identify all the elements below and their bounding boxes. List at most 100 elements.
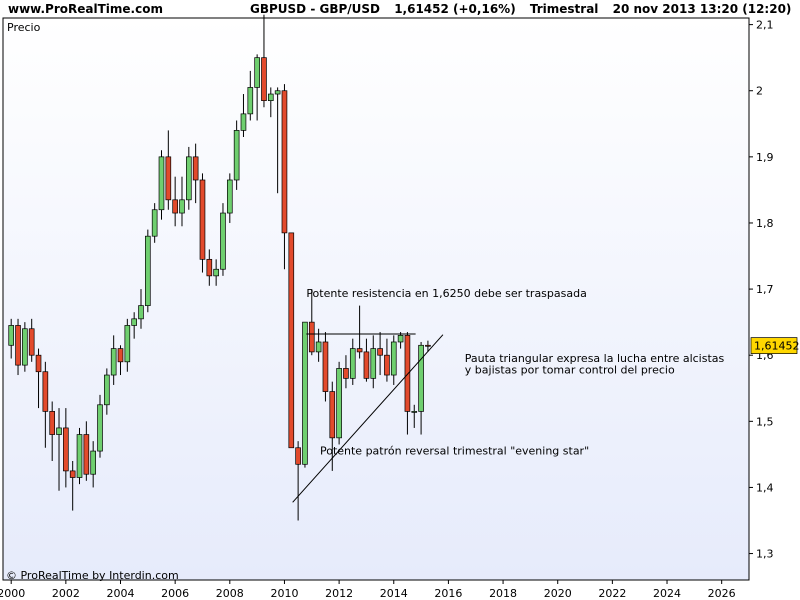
candle-body xyxy=(35,354,42,373)
last-price-box xyxy=(750,337,798,354)
x-tick-label: 2004 xyxy=(107,587,135,600)
candle-body xyxy=(377,348,383,356)
candle-body xyxy=(69,470,76,478)
panel-label: Precio xyxy=(7,21,41,34)
candle-body xyxy=(329,391,336,439)
candle xyxy=(199,173,206,273)
y-tick-label: 1,9 xyxy=(756,151,774,164)
candle xyxy=(104,368,110,415)
candle xyxy=(117,345,124,376)
symbol-label: GBPUSD - GBP/USD xyxy=(250,2,380,16)
y-tick-label: 1,4 xyxy=(756,481,774,494)
y-tick-label: 1,3 xyxy=(756,548,774,561)
candle xyxy=(69,460,76,511)
candle xyxy=(90,441,96,488)
candle-body xyxy=(336,368,342,439)
candle-body xyxy=(363,351,370,379)
candle-body xyxy=(356,348,363,353)
candle xyxy=(192,143,199,204)
candle xyxy=(22,322,28,372)
candle-body xyxy=(281,90,288,234)
candle-body xyxy=(384,354,390,376)
candle xyxy=(404,332,411,435)
x-tick-label: 2022 xyxy=(598,587,626,600)
candle-body xyxy=(288,232,295,449)
x-tick-label: 2014 xyxy=(380,587,408,600)
candle xyxy=(425,340,431,352)
last-price-badge: 1,61452 xyxy=(750,337,800,354)
candle-body xyxy=(192,156,199,181)
candle xyxy=(165,130,172,210)
candle xyxy=(233,120,240,190)
candle xyxy=(288,232,295,449)
candle xyxy=(8,318,15,359)
y-tick-label: 2,1 xyxy=(756,19,774,32)
candle xyxy=(145,229,151,313)
candle xyxy=(254,54,260,121)
candle-body xyxy=(63,427,69,472)
candle-body xyxy=(295,447,301,465)
candle xyxy=(390,335,397,385)
candle xyxy=(384,338,390,382)
candle xyxy=(267,87,274,118)
candle xyxy=(220,203,226,276)
candle-body xyxy=(145,235,151,306)
chart-title: GBPUSD - GBP/USD 1,61452 (+0,16%) Trimes… xyxy=(250,2,800,16)
candle-body xyxy=(397,335,404,343)
candle xyxy=(131,312,137,339)
x-tick-label: 2018 xyxy=(489,587,517,600)
y-tick-label: 1,8 xyxy=(756,217,774,230)
plot-area[interactable] xyxy=(2,17,750,581)
candle-body xyxy=(226,179,233,214)
x-tick-label: 2000 xyxy=(0,587,25,600)
candle xyxy=(349,338,356,385)
candle xyxy=(329,381,336,471)
candle-body xyxy=(322,341,329,392)
candle xyxy=(411,404,418,428)
candle xyxy=(343,355,349,389)
candle xyxy=(370,335,377,389)
candle-body xyxy=(151,209,158,237)
candle-body xyxy=(302,321,308,465)
candle-body xyxy=(404,335,411,412)
candle xyxy=(302,321,308,468)
candle-body xyxy=(110,348,117,376)
candle-body xyxy=(138,305,144,320)
candle-body xyxy=(22,328,28,366)
candle-body xyxy=(83,434,90,475)
candles-layer xyxy=(8,14,431,521)
candle xyxy=(63,408,69,488)
candle-body xyxy=(124,325,131,363)
candle xyxy=(76,427,83,485)
support-line xyxy=(292,334,444,503)
candle-body xyxy=(370,348,377,379)
candle-body xyxy=(49,411,55,435)
x-tick-label: 2026 xyxy=(708,587,736,600)
candle xyxy=(247,70,254,121)
candle-body xyxy=(104,374,110,406)
candle xyxy=(336,361,342,445)
candle xyxy=(151,203,158,243)
candle xyxy=(206,249,213,286)
annotation-text: y bajistas por tomar control del precio xyxy=(465,364,675,377)
annotation-text: Pauta triangular expresa la lucha entre … xyxy=(465,352,725,365)
candle xyxy=(124,318,131,372)
candle-body xyxy=(315,341,322,353)
x-tick-label: 2016 xyxy=(434,587,462,600)
candle-body xyxy=(220,212,226,270)
x-tick-label: 2012 xyxy=(325,587,353,600)
footer-credit: © ProRealTime by Interdin.com xyxy=(6,569,179,582)
x-tick-label: 2010 xyxy=(270,587,298,600)
candle-body xyxy=(308,321,315,353)
annotations-layer: Potente resistencia en 1,6250 debe ser t… xyxy=(306,287,724,457)
candle xyxy=(49,401,55,461)
candle-body xyxy=(425,344,431,347)
candle-body xyxy=(267,93,274,101)
candle-body xyxy=(131,318,137,326)
candle-body xyxy=(42,371,49,412)
candle xyxy=(308,289,315,356)
candle xyxy=(240,94,247,138)
candle xyxy=(363,338,370,382)
site-url[interactable]: www.ProRealTime.com xyxy=(8,2,163,16)
